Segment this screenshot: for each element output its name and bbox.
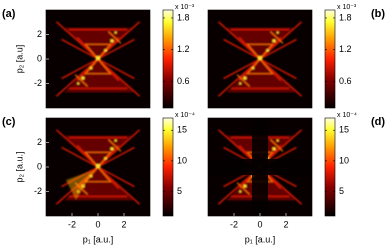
heatmap-image	[46, 118, 150, 216]
panel: (d) -2 0 2 p₁ [a.u.] 5 10 15 x 10⁻⁴	[208, 112, 385, 244]
suppressed-band	[208, 159, 312, 175]
panel-label: (d)	[371, 116, 385, 128]
heatmap-highlight	[66, 170, 94, 200]
colorbar-tick-label: 5	[177, 186, 182, 196]
colorbar	[162, 117, 174, 217]
colorbar-tick-label: 5	[339, 186, 344, 196]
panel-label: (c)	[2, 116, 16, 128]
heatmap-image	[208, 10, 312, 108]
colorbar-exponent: x 10⁻⁴	[337, 112, 357, 119]
panel-label: (b)	[371, 8, 385, 20]
colorbar-exponent: x 10⁻³	[337, 4, 357, 11]
colorbar-exponent: x 10⁻⁴	[175, 112, 195, 119]
colorbar-tick-label: 10	[339, 155, 349, 165]
x-tick-label: -2	[68, 219, 76, 229]
colorbar-tick-label: 1.8	[339, 12, 352, 22]
y-tick-label: 2	[37, 137, 42, 147]
colorbar-tick-label: 1.2	[339, 44, 352, 54]
x-tick-label: 2	[283, 219, 288, 229]
y-tick-label: -2	[34, 78, 42, 88]
panel: (b) 0.6 1.2 1.8x 10⁻³	[208, 4, 385, 108]
colorbar	[162, 9, 174, 109]
y-tick-label: 0	[37, 161, 42, 171]
panel-label: (a)	[2, 8, 16, 20]
colorbar-tick-label: 15	[177, 125, 187, 135]
x-tick-label: 0	[257, 219, 262, 229]
panel: (c) 2 0 -2 p₂ [a.u.] -2 0 2 p₁ [a.u.] 5 10 15 x 10⁻⁴	[2, 112, 195, 245]
colorbar	[324, 9, 336, 109]
x-tick-label: 0	[95, 219, 100, 229]
colorbar-tick-label: 10	[177, 155, 187, 165]
colorbar-tick-label: 1.2	[177, 44, 190, 54]
colorbar-tick-label: 1.8	[177, 12, 190, 22]
x-axis-label: p₁ [a.u.]	[245, 234, 276, 244]
x-axis-label: p₁ [a.u.]	[83, 234, 114, 244]
y-tick-label: 0	[37, 53, 42, 63]
x-tick-label: -2	[230, 219, 238, 229]
colorbar-tick-label: 0.6	[177, 76, 190, 86]
y-axis-label: p₂ [a.u]	[14, 45, 24, 74]
colorbar-tick-label: 0.6	[339, 76, 352, 86]
plot-frame	[207, 9, 313, 109]
panel: (a) 2 0 -2 p₂ [a.u] 0.6 1.2 1.8x 10⁻³	[2, 4, 195, 108]
colorbar	[324, 117, 336, 217]
colorbar-tick-label: 15	[339, 125, 349, 135]
x-tick-label: 2	[121, 219, 126, 229]
y-axis-label: p₂ [a.u.]	[14, 151, 24, 182]
heatmap-image	[46, 10, 150, 108]
y-tick-label: 2	[37, 29, 42, 39]
y-tick-label: -2	[34, 186, 42, 196]
colorbar-exponent: x 10⁻³	[175, 4, 195, 11]
